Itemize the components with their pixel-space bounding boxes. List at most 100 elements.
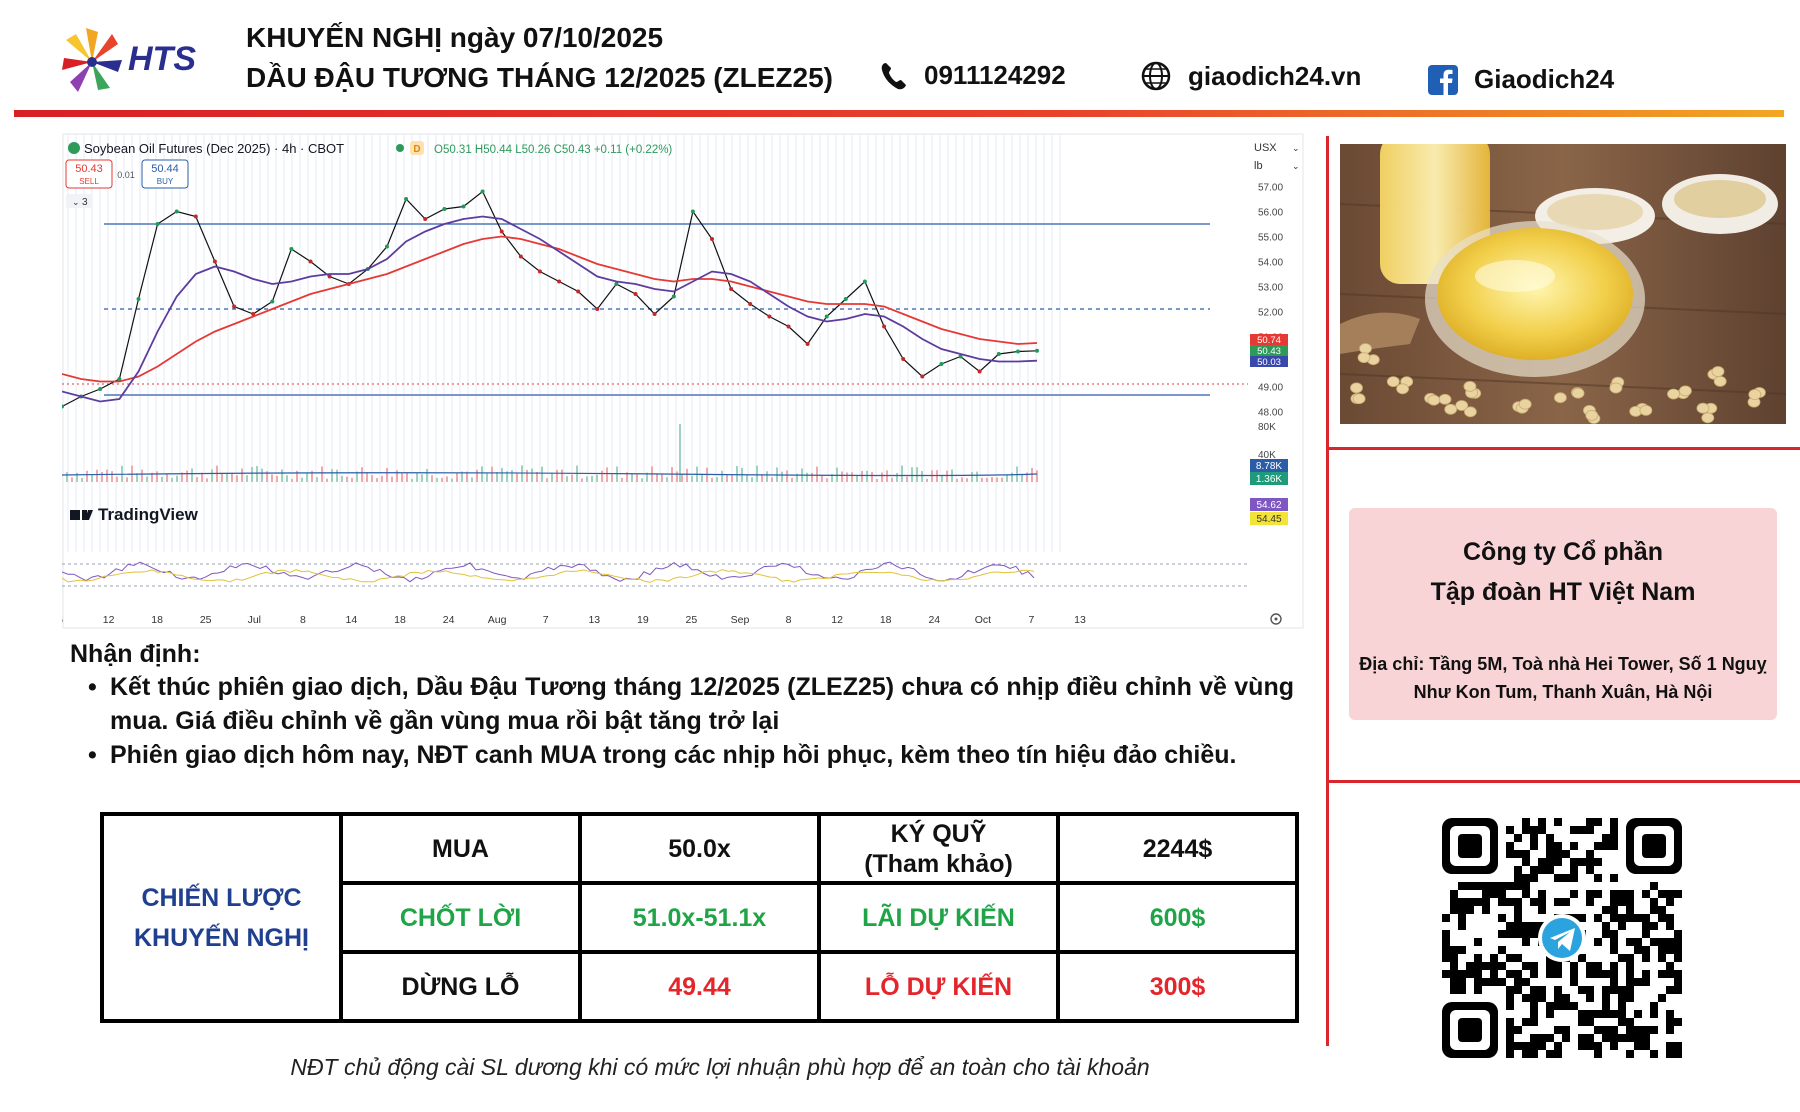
volume-bar: [81, 477, 83, 482]
chart-settings-icon[interactable]: [1270, 613, 1282, 625]
price-point: [193, 214, 198, 219]
price-point: [977, 369, 982, 374]
volume-bar: [396, 470, 398, 482]
volume-bar: [611, 474, 613, 482]
x-tick-label: 24: [928, 614, 940, 626]
volume-bar: [1006, 474, 1008, 482]
company-name-line-2: Tập đoàn HT Việt Nam: [1430, 578, 1696, 606]
y-tick-label: 57.00: [1258, 183, 1283, 194]
volume-bar: [601, 470, 603, 482]
volume-bar: [211, 469, 213, 482]
price-point: [939, 362, 944, 366]
volume-bar: [606, 467, 608, 482]
volume-bar: [451, 478, 453, 482]
y-tick-label: 53.00: [1258, 283, 1283, 294]
chart-canvas: Soybean Oil Futures (Dec 2025) · 4h · CB…: [62, 132, 1312, 632]
price-point: [251, 312, 256, 316]
svg-text:1.36K: 1.36K: [1256, 474, 1282, 485]
contact-website[interactable]: giaodich24.vn: [1140, 60, 1361, 92]
volume-bar: [161, 476, 163, 482]
price-point: [327, 274, 332, 279]
volume-bar: [991, 476, 993, 482]
volume-bar: [326, 478, 328, 482]
volume-bar: [531, 468, 533, 482]
volume-bar: [986, 477, 988, 482]
volume-bar: [346, 476, 348, 482]
volume-average-line: [62, 472, 1038, 477]
price-point: [710, 237, 714, 241]
volume-bar: [306, 472, 308, 482]
volume-bar: [586, 476, 588, 482]
y-tick-label: 55.00: [1258, 233, 1283, 244]
volume-bar: [561, 469, 563, 482]
volume-bar: [146, 476, 148, 482]
price-point: [1015, 349, 1020, 354]
volume-bar: [166, 474, 168, 482]
volume-bar: [751, 477, 753, 482]
volume-bar: [401, 473, 403, 482]
y-tick-label: 49.00: [1258, 383, 1283, 394]
volume-bar: [101, 472, 103, 482]
volume-bar: [901, 465, 903, 482]
price-point: [882, 324, 887, 329]
volume-bar: [236, 475, 238, 482]
volume-bar: [471, 477, 473, 482]
x-tick-label: 13: [1074, 614, 1086, 626]
volume-bar: [766, 471, 768, 482]
volume-bar: [886, 470, 888, 482]
currency-selector[interactable]: USX ⌄: [1254, 142, 1300, 154]
volume-bar: [736, 466, 738, 482]
volume-bar: [256, 466, 258, 482]
telegram-qr-code[interactable]: [1442, 818, 1682, 1058]
soybean-oil-photo: [1340, 144, 1786, 424]
indicator-toggle[interactable]: ⌄ 3: [66, 194, 92, 208]
website-url: giaodich24.vn: [1188, 60, 1362, 91]
volume-bar: [111, 471, 113, 482]
volume-bar: [511, 470, 513, 482]
finder-pattern: [1442, 818, 1682, 1058]
price-point: [499, 229, 504, 234]
volume-bar: [866, 470, 868, 482]
volume-bar: [811, 472, 813, 482]
header-divider: [14, 110, 1784, 117]
volume-bar: [881, 472, 883, 482]
volume-bar: [496, 472, 498, 482]
volume-bar: [461, 471, 463, 482]
x-tick-label: 8: [300, 614, 306, 626]
volume-bar: [206, 478, 208, 482]
x-tick-label: 19: [637, 614, 649, 626]
buy-label: MUA: [339, 812, 582, 885]
price-point: [729, 287, 734, 291]
unit-selector[interactable]: lb ⌄: [1254, 160, 1300, 172]
price-badge-label: 50.43: [1257, 346, 1281, 357]
volume-bar: [701, 473, 703, 482]
volume-bar: [771, 477, 773, 482]
volume-bar: [636, 474, 638, 482]
contact-phone[interactable]: 0911124292: [880, 60, 1066, 91]
volume-bar: [941, 474, 943, 482]
volume-bar: [191, 468, 193, 482]
volume-bar: [971, 472, 973, 482]
volume-bar: [746, 475, 748, 482]
buy-button[interactable]: 50.44 BUY: [141, 159, 189, 189]
sell-button[interactable]: 50.43 SELL: [65, 159, 113, 189]
x-tick-label: 12: [103, 614, 115, 626]
price-badge: [1250, 334, 1288, 345]
volume-bar: [781, 471, 783, 482]
volume-bar: [181, 472, 183, 482]
strategy-label-line-2: KHUYẾN NGHỊ: [133, 923, 309, 952]
contact-facebook[interactable]: Giaodich24: [1428, 64, 1614, 95]
volume-bar: [641, 478, 643, 482]
facebook-page: Giaodich24: [1474, 64, 1615, 94]
volume-bar: [116, 476, 118, 482]
volume-bar: [371, 475, 373, 482]
x-tick-label: 6: [62, 614, 63, 626]
volume-bar: [1036, 470, 1038, 482]
stop-loss-label: DỪNG LỖ: [339, 950, 582, 1023]
y-tick-label: 48.00: [1258, 408, 1283, 419]
volume-bar: [426, 468, 428, 482]
volume-bar: [126, 477, 128, 482]
volume-bar: [456, 472, 458, 482]
report-title: KHUYẾN NGHỊ ngày 07/10/2025: [246, 22, 664, 53]
volume-bar: [356, 471, 358, 482]
